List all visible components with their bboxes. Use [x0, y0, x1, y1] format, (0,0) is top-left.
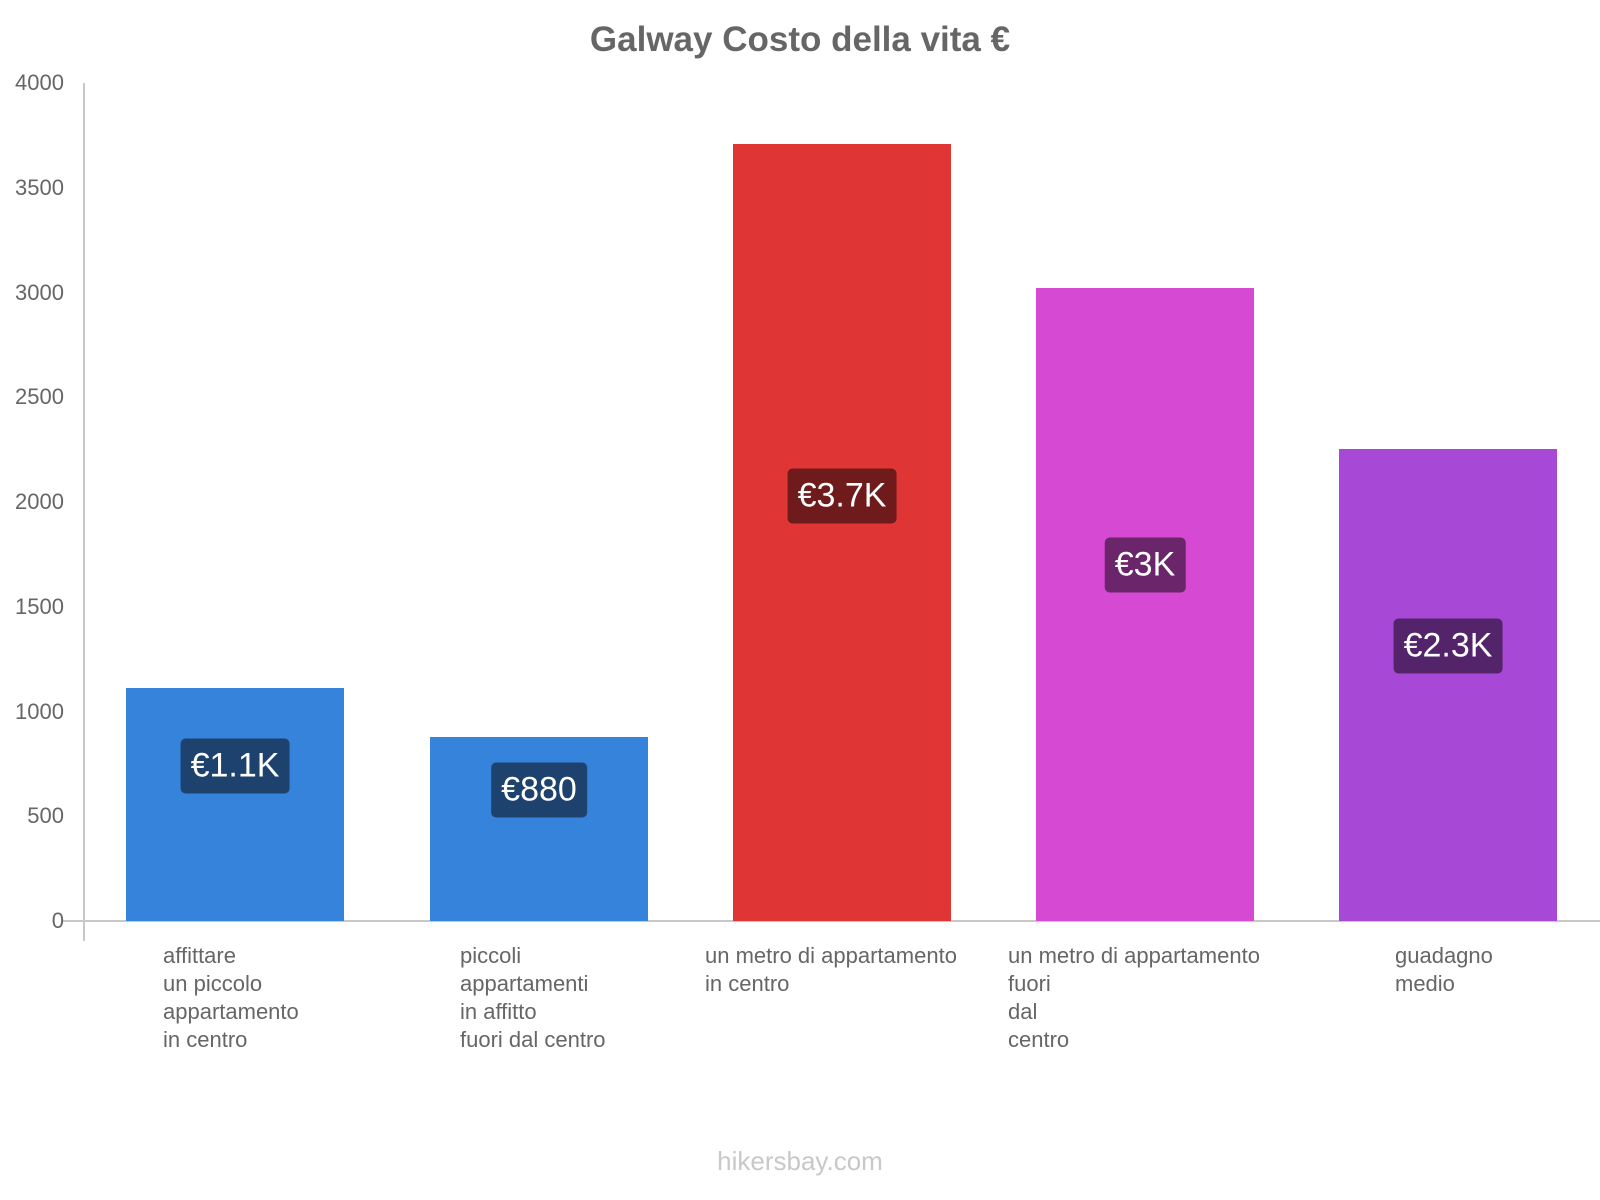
- bar[interactable]: [733, 144, 951, 921]
- y-tick-label: 3000: [15, 279, 64, 305]
- watermark: hikersbay.com: [717, 1146, 883, 1176]
- x-axis-line: [62, 920, 1600, 922]
- value-label-badge: €2.3K: [1393, 618, 1503, 674]
- value-label-badge: €3.7K: [787, 468, 897, 524]
- y-tick-label: 500: [27, 803, 64, 829]
- chart-title: Galway Costo della vita €: [589, 20, 1011, 59]
- bar[interactable]: [1339, 448, 1557, 921]
- value-label-badge: €1.1K: [180, 738, 290, 794]
- x-category-label: affittare un piccolo appartamento in cen…: [163, 943, 299, 1052]
- y-tick-label: 2000: [15, 489, 64, 514]
- y-tick-label: 1500: [15, 593, 64, 619]
- bar[interactable]: [1036, 287, 1254, 921]
- x-category-label: piccoli appartamenti in affitto fuori da…: [460, 943, 606, 1052]
- y-axis-line: [83, 83, 85, 941]
- y-tick-label: 2500: [15, 384, 64, 410]
- y-tick-label: 1000: [15, 698, 64, 724]
- y-tick-label: 0: [51, 908, 64, 933]
- x-category-label: un metro di appartamento in centro: [705, 943, 957, 996]
- y-tick-label: 3500: [15, 174, 64, 200]
- x-category-label: guadagno medio: [1395, 943, 1493, 996]
- value-label-badge: €880: [491, 762, 587, 818]
- x-category-label: un metro di appartamento fuori dal centr…: [1008, 943, 1260, 1052]
- value-label-badge: €3K: [1104, 537, 1186, 593]
- bar[interactable]: [126, 688, 344, 921]
- y-tick-label: 4000: [15, 70, 64, 95]
